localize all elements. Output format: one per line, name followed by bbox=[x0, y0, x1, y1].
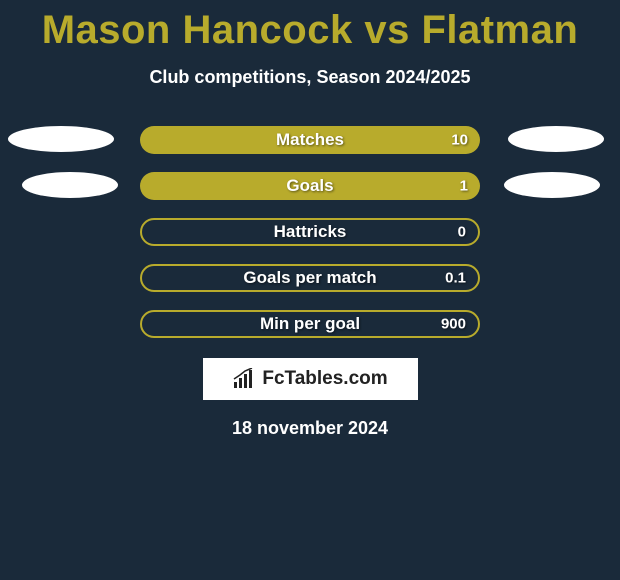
stat-value: 1 bbox=[460, 178, 468, 195]
stats-area: Matches 10 Goals 1 Hattricks 0 Goals per match… bbox=[0, 126, 620, 338]
stat-value: 0.1 bbox=[445, 270, 466, 287]
stat-bar: Hattricks 0 bbox=[140, 218, 480, 246]
date-text: 18 november 2024 bbox=[0, 418, 620, 439]
stat-label: Min per goal bbox=[260, 314, 360, 334]
stat-bar: Min per goal 900 bbox=[140, 310, 480, 338]
stat-value: 10 bbox=[451, 132, 468, 149]
stat-bars: Matches 10 Goals 1 Hattricks 0 Goals per match… bbox=[140, 126, 480, 338]
stat-label: Goals bbox=[286, 176, 333, 196]
decoration-oval bbox=[8, 126, 114, 152]
logo-text: FcTables.com bbox=[262, 368, 387, 390]
stat-bar: Matches 10 bbox=[140, 126, 480, 154]
stat-value: 0 bbox=[458, 224, 466, 241]
subtitle: Club competitions, Season 2024/2025 bbox=[0, 67, 620, 88]
stat-value: 900 bbox=[441, 316, 466, 333]
fctables-logo: FcTables.com bbox=[203, 358, 418, 400]
decoration-oval bbox=[508, 126, 604, 152]
stat-label: Matches bbox=[276, 130, 344, 150]
decoration-oval bbox=[22, 172, 118, 198]
stat-bar: Goals 1 bbox=[140, 172, 480, 200]
page-title: Mason Hancock vs Flatman bbox=[0, 0, 620, 53]
decoration-oval bbox=[504, 172, 600, 198]
stat-label: Hattricks bbox=[274, 222, 347, 242]
chart-icon bbox=[232, 368, 256, 390]
stat-label: Goals per match bbox=[243, 268, 376, 288]
stat-bar: Goals per match 0.1 bbox=[140, 264, 480, 292]
